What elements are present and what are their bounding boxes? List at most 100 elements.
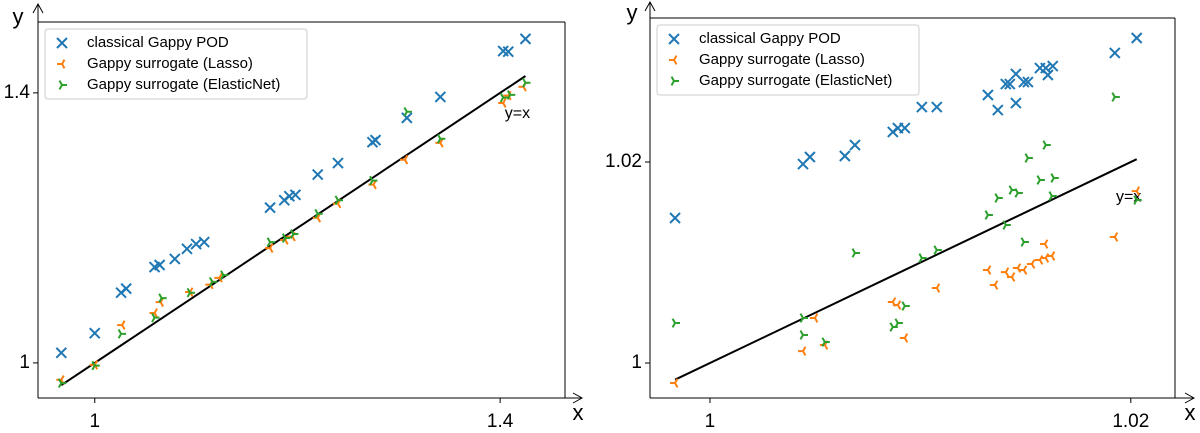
point bbox=[931, 283, 941, 293]
point bbox=[117, 320, 126, 330]
point bbox=[1018, 265, 1028, 275]
point bbox=[669, 212, 681, 224]
point bbox=[264, 201, 276, 214]
point bbox=[312, 168, 324, 181]
legend-marker bbox=[58, 80, 67, 90]
x-axis-arrow bbox=[572, 392, 584, 404]
point bbox=[434, 91, 447, 103]
point bbox=[169, 253, 181, 265]
point bbox=[522, 77, 531, 88]
point bbox=[892, 300, 902, 310]
point bbox=[799, 313, 808, 323]
point bbox=[89, 327, 101, 339]
point bbox=[1131, 186, 1141, 196]
point bbox=[809, 313, 819, 323]
point bbox=[982, 265, 992, 275]
point bbox=[369, 175, 378, 186]
point bbox=[1133, 195, 1142, 205]
point bbox=[198, 236, 210, 248]
point bbox=[281, 233, 291, 243]
point bbox=[1111, 92, 1120, 102]
x-axis-label: x bbox=[1185, 400, 1196, 425]
point bbox=[1012, 263, 1022, 273]
point bbox=[1130, 32, 1143, 44]
point bbox=[992, 104, 1004, 116]
point bbox=[314, 208, 323, 219]
point bbox=[1002, 220, 1011, 230]
point bbox=[1050, 173, 1059, 183]
point bbox=[899, 122, 911, 134]
point bbox=[499, 92, 509, 103]
point bbox=[1026, 259, 1036, 269]
point bbox=[933, 245, 942, 255]
point bbox=[117, 329, 127, 339]
point bbox=[153, 259, 166, 271]
point bbox=[436, 133, 446, 144]
point bbox=[369, 134, 382, 146]
legend-marker bbox=[670, 76, 679, 86]
point bbox=[208, 277, 218, 287]
legend-marker bbox=[668, 33, 680, 45]
point bbox=[797, 346, 807, 356]
point bbox=[1014, 188, 1023, 198]
point bbox=[186, 287, 196, 298]
point bbox=[849, 139, 861, 151]
annotation: y=x bbox=[505, 105, 530, 122]
point bbox=[399, 154, 409, 165]
point bbox=[1018, 76, 1030, 88]
point bbox=[1109, 47, 1121, 59]
y-axis-arrow bbox=[32, 2, 44, 14]
point bbox=[1004, 78, 1016, 90]
point bbox=[91, 360, 100, 371]
legend-label: Gappy surrogate (Lasso) bbox=[87, 55, 253, 72]
y-axis-arrow bbox=[644, 0, 656, 12]
y-tick-label: 1 bbox=[19, 352, 30, 373]
x-tick-label: 1.02 bbox=[1112, 411, 1149, 432]
point bbox=[289, 189, 302, 201]
point bbox=[982, 89, 994, 101]
point bbox=[403, 106, 412, 117]
point bbox=[181, 243, 193, 255]
point bbox=[1034, 255, 1044, 265]
legend-marker bbox=[57, 59, 66, 69]
point bbox=[290, 229, 299, 239]
y-tick-label: 1 bbox=[631, 352, 642, 373]
point bbox=[214, 273, 223, 283]
point bbox=[1000, 78, 1012, 90]
point bbox=[1046, 251, 1056, 261]
legend-label: Gappy surrogate (ElasticNet) bbox=[87, 76, 280, 93]
point bbox=[894, 318, 903, 328]
point bbox=[502, 45, 514, 58]
point bbox=[994, 193, 1003, 203]
point bbox=[1040, 62, 1052, 74]
point bbox=[519, 33, 532, 45]
point bbox=[931, 101, 943, 113]
y-tick-label: 1.4 bbox=[4, 82, 31, 103]
legend-label: Gappy surrogate (ElasticNet) bbox=[699, 72, 892, 89]
point bbox=[851, 248, 860, 258]
point bbox=[332, 157, 344, 169]
point bbox=[670, 378, 679, 388]
point bbox=[821, 337, 830, 347]
point bbox=[334, 195, 343, 206]
legend-label: classical Gappy POD bbox=[699, 30, 841, 47]
point bbox=[401, 112, 413, 124]
legend-marker bbox=[56, 37, 68, 49]
legend-label: classical Gappy POD bbox=[87, 34, 229, 51]
legend-label: Gappy surrogate (Lasso) bbox=[699, 51, 865, 68]
point bbox=[57, 378, 67, 388]
point bbox=[1109, 232, 1119, 242]
point bbox=[158, 293, 167, 303]
point bbox=[1040, 253, 1050, 263]
point bbox=[1036, 175, 1045, 185]
x-tick-label: 1.4 bbox=[487, 411, 514, 432]
point bbox=[506, 90, 516, 100]
legend-marker bbox=[669, 55, 678, 65]
point bbox=[799, 330, 808, 340]
point bbox=[1039, 239, 1049, 249]
point bbox=[1020, 237, 1029, 247]
point bbox=[918, 253, 927, 263]
point bbox=[1006, 272, 1016, 282]
point bbox=[266, 237, 276, 247]
